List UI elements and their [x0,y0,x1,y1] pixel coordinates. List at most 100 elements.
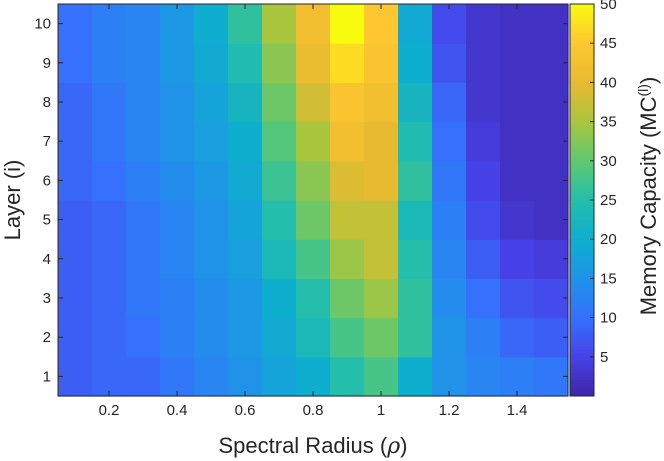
colorbar-segment [570,59,594,64]
colorbar-segment [570,115,594,119]
heatmap-cell [330,239,365,279]
heatmap-cell [262,239,297,279]
heatmap-cell [398,278,433,319]
heatmap-cell [92,43,127,83]
heatmap-cell [160,356,195,397]
heatmap-cell [398,160,433,201]
colorbar-segment [570,53,594,57]
heatmap-cell [58,356,93,397]
y-tick-label: 9 [43,55,51,72]
heatmap-cell [500,82,535,123]
colorbar-segment [570,239,594,243]
y-tick-label: 4 [43,251,51,268]
colorbar-segment [570,324,594,328]
heatmap-cell [500,317,535,358]
heatmap-cell [228,317,263,358]
colorbar-segment [570,79,594,83]
colorbar-axis: 5 10 15 20 25 30 35 40 45 50 [590,0,617,366]
x-tick-label: 1 [377,402,385,419]
x-tick-label: 1.2 [439,402,460,419]
heatmap-cell [296,317,331,358]
heatmap-cell [534,4,569,44]
heatmap-cell [194,82,229,123]
heatmap-cell [296,200,331,240]
heatmap-cell [126,317,161,358]
colorbar-segment [570,222,594,227]
colorbar-segment [570,203,594,208]
colorbar-segment [570,85,594,90]
heatmap-cell [364,278,399,319]
y-axis-title: Layer (i) [0,160,25,241]
colorbar-segment [570,343,594,348]
colorbar-segment [570,13,594,18]
heatmap-cell [534,278,569,319]
x-tick-label: 1.4 [507,402,528,419]
colorbar-tick-label: 5 [600,349,608,366]
colorbar-segment [570,219,594,224]
heatmap-cell [500,4,535,44]
heatmap-cell [398,4,433,44]
heatmap-cell [364,43,399,83]
heatmap-cell [534,160,569,201]
colorbar-segment [570,392,594,397]
colorbar-segment [570,39,594,44]
colorbar-segment [570,229,594,234]
heatmap-cell [466,121,501,162]
colorbar-tick-label: 50 [600,0,617,13]
heatmap-cell [330,4,365,44]
colorbar-tick-label: 35 [600,114,617,131]
heatmap-cell [194,200,229,240]
heatmap-cell [92,82,127,123]
heatmap-cell [534,317,569,358]
colorbar-segment [570,369,594,374]
heatmap-cells [58,4,569,397]
colorbar-segment [570,20,594,25]
heatmap-cell [194,43,229,83]
heatmap-cell [432,317,467,358]
heatmap-cell [500,278,535,319]
colorbar-segment [570,95,594,100]
heatmap-cell [330,317,365,358]
colorbar-segment [570,337,594,341]
heatmap-cell [262,43,297,83]
heatmap-cell [534,121,569,162]
colorbar-segment [570,180,594,185]
heatmap-cell [466,82,501,123]
heatmap-cell [92,317,127,358]
colorbar-tick-label: 25 [600,192,617,209]
heatmap-cell [160,239,195,279]
heatmap-cell [160,160,195,201]
colorbar-segment [570,373,594,377]
heatmap-cell [330,160,365,201]
heatmap-cell [58,200,93,240]
colorbar-segment [570,124,594,129]
heatmap-cell [58,43,93,83]
heatmap-cell [58,121,93,162]
colorbar-segment [570,304,594,309]
colorbar-segment [570,177,594,181]
heatmap-cell [262,200,297,240]
colorbar-segment [570,131,594,136]
colorbar-tick-label: 10 [600,310,617,327]
colorbar-segment [570,10,594,15]
colorbar-segment [570,379,594,384]
colorbar-segment [570,66,594,70]
colorbar-segment [570,92,594,96]
heatmap-cell [330,121,365,162]
heatmap-cell [500,160,535,201]
y-tick-label: 3 [43,290,51,307]
heatmap-cell [330,200,365,240]
heatmap-cell [262,356,297,397]
heatmap-cell [466,356,501,397]
heatmap-cell [92,278,127,319]
colorbar-segment [570,298,594,302]
heatmap-cell [296,160,331,201]
heatmap-cell [466,200,501,240]
colorbar-segment [570,284,594,289]
heatmap-cell [160,121,195,162]
colorbar-segment [570,134,594,139]
heatmap-cell [126,278,161,319]
heatmap-cell [296,356,331,397]
colorbar-segment [570,173,594,178]
colorbar-segment [570,154,594,159]
